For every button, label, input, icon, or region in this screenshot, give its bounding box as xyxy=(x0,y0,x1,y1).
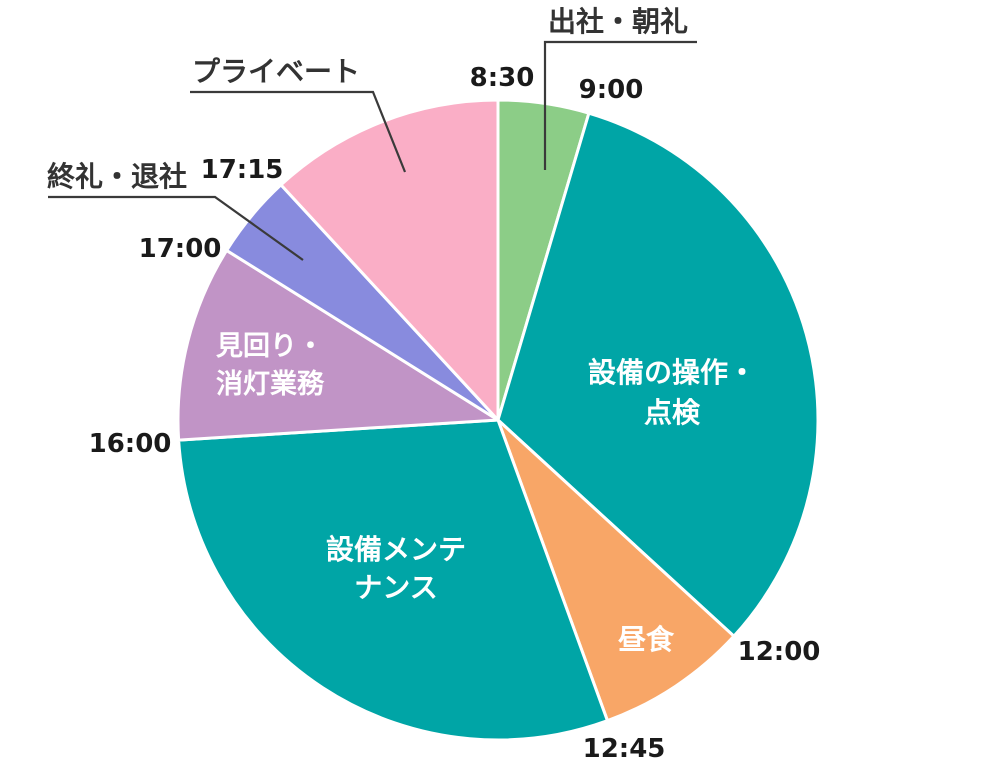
pie-slices-group xyxy=(176,98,820,742)
pie-slice-mimawari-shoto xyxy=(176,248,500,442)
slice-label-shussha-chorei: 出社・朝礼 xyxy=(548,5,689,38)
pie-slice-setsubi-sosa-tenken xyxy=(496,111,820,638)
slice-label-line: 設備メンテ xyxy=(325,533,467,566)
slice-label-private: プライベート xyxy=(192,55,361,88)
slice-label-line: ナンス xyxy=(354,571,438,604)
time-label-1715: 17:15 xyxy=(200,155,284,185)
slice-label-line: 見回り・ xyxy=(216,331,324,362)
slice-label-line: 消灯業務 xyxy=(216,369,324,400)
time-label-0830: 8:30 xyxy=(469,63,535,93)
time-label-0900: 9:00 xyxy=(578,75,644,105)
slice-label-line: 点検 xyxy=(643,396,701,429)
slice-label-shurei-taisha: 終礼・退社 xyxy=(47,160,188,193)
slice-label-line: 設備の操作・ xyxy=(587,356,757,389)
pie-slice-chushoku xyxy=(496,418,736,723)
slice-label-line: 昼食 xyxy=(617,623,675,656)
callout-line-shussha-chorei xyxy=(543,40,697,170)
slice-label-setsubi-sosa-tenken: 設備の操作・ 点検 xyxy=(588,353,756,433)
time-label-1200: 12:00 xyxy=(737,637,821,667)
slice-label-mimawari-shoto: 見回り・ 消灯業務 xyxy=(216,328,324,404)
pie-slice-private xyxy=(279,98,500,422)
time-label-1245: 12:45 xyxy=(582,734,666,764)
time-label-1600: 16:00 xyxy=(88,429,172,459)
slice-label-chushoku: 昼食 xyxy=(618,618,674,658)
pie-slice-setsubi-maintenance xyxy=(177,418,609,742)
slice-label-setsubi-maintenance: 設備メンテ ナンス xyxy=(326,531,466,607)
callout-line-private xyxy=(190,90,407,173)
callout-line-shurei-taisha xyxy=(48,195,304,261)
time-label-1700: 17:00 xyxy=(138,234,222,264)
